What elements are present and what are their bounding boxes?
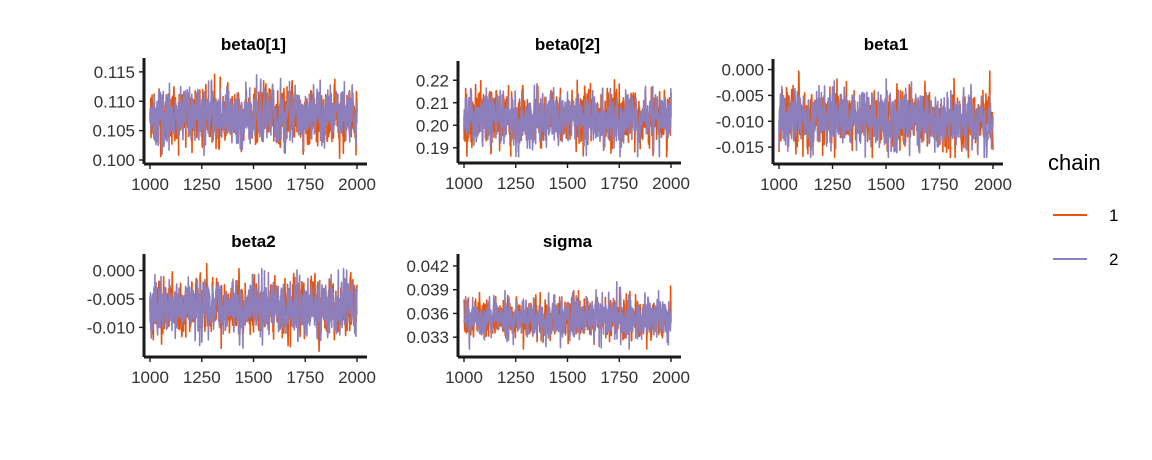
x-tick-label: 1500	[235, 175, 273, 194]
y-tick-label: 0.105	[92, 122, 135, 141]
panel-title: beta0[2]	[535, 35, 600, 54]
x-tick-label: 1250	[814, 175, 852, 194]
x-tick-label: 2000	[338, 175, 376, 194]
x-tick-label: 1750	[286, 175, 324, 194]
panel-4: beta2 -0.010 -0.005 0.000 1000 1250 1500 1750 20…	[87, 232, 376, 387]
x-tick-label: 2000	[974, 175, 1012, 194]
y-tick-label: 0.22	[416, 71, 449, 90]
panel-title: beta2	[231, 232, 275, 251]
x-tick-label: 1000	[445, 368, 483, 387]
x-tick-label: 1500	[549, 174, 587, 193]
x-tick-label: 1750	[600, 174, 638, 193]
panel-1: beta0[1] 0.100 0.105 0.110 0.115 1000 1250 1500…	[92, 35, 375, 194]
x-tick-label: 2000	[652, 368, 690, 387]
y-tick-label: 0.110	[94, 92, 135, 111]
y-tick-label: 0.039	[406, 281, 449, 300]
trace-line-chain-2	[149, 73, 358, 157]
x-tick-label: 1750	[600, 368, 638, 387]
panel-title: beta1	[864, 35, 908, 54]
x-tick-label: 1750	[921, 175, 959, 194]
legend-label-chain-1: 1	[1109, 206, 1118, 225]
panel-5: sigma 0.033 0.036 0.039 0.042 1000 1250 1500 175…	[406, 232, 689, 387]
y-tick-label: 0.21	[416, 94, 449, 113]
y-tick-label: -0.005	[716, 86, 764, 105]
y-tick-label: 0.20	[416, 116, 449, 135]
y-tick-label: 0.19	[416, 139, 449, 158]
legend-label-chain-2: 2	[1109, 250, 1118, 269]
y-tick-label: 0.036	[406, 304, 449, 323]
x-tick-label: 1000	[131, 175, 169, 194]
y-tick-label: 0.000	[92, 262, 135, 281]
x-tick-label: 1750	[286, 368, 324, 387]
x-tick-label: 1500	[549, 368, 587, 387]
trace-line-chain-2	[463, 82, 672, 158]
y-tick-label: 0.115	[94, 63, 135, 82]
trace-line-chain-2	[149, 267, 358, 349]
y-tick-label: 0.100	[92, 151, 135, 170]
panel-2: beta0[2] 0.19 0.20 0.21 0.22 1000 1250 1500 1750…	[416, 35, 690, 193]
x-tick-label: 1000	[131, 368, 169, 387]
y-tick-label: -0.005	[87, 290, 135, 309]
y-tick-label: -0.010	[716, 112, 764, 131]
legend: chain 1 2	[1048, 150, 1118, 269]
trace-line-chain-2	[463, 281, 672, 350]
x-tick-label: 1250	[497, 368, 535, 387]
y-tick-label: 0.000	[721, 61, 764, 80]
x-tick-label: 1000	[445, 174, 483, 193]
y-tick-label: 0.042	[406, 257, 449, 276]
trace-line-chain-2	[778, 78, 994, 159]
y-tick-label: -0.015	[716, 138, 764, 157]
x-tick-label: 2000	[652, 174, 690, 193]
y-tick-label: 0.033	[406, 328, 449, 347]
x-tick-label: 1500	[867, 175, 905, 194]
legend-title: chain	[1048, 150, 1101, 175]
x-tick-label: 2000	[338, 368, 376, 387]
panel-title: sigma	[543, 232, 593, 251]
panel-title: beta0[1]	[221, 35, 286, 54]
x-tick-label: 1250	[497, 174, 535, 193]
x-tick-label: 1000	[760, 175, 798, 194]
y-tick-label: -0.010	[87, 318, 135, 337]
x-tick-label: 1250	[183, 368, 221, 387]
panel-3: beta1 -0.015 -0.010 -0.005 0.000 1000 1250 1500…	[716, 35, 1012, 194]
x-tick-label: 1500	[235, 368, 273, 387]
x-tick-label: 1250	[183, 175, 221, 194]
